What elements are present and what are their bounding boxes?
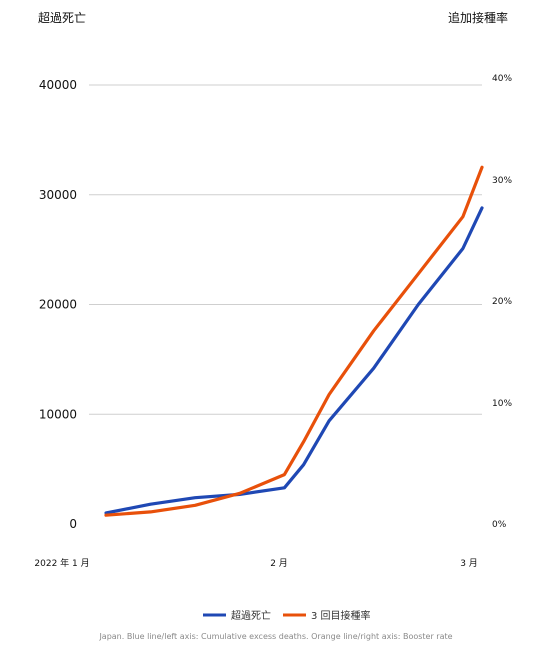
y-left-axis-title: 超過死亡 [38,10,86,25]
y-left-tick-label: 30000 [39,188,77,202]
series-line-booster-rate [104,165,484,517]
legend: 超過死亡 3 回目接種率 [203,609,371,622]
y-right-axis-ticks: 40% 30% 20% 10% 0% [492,74,512,530]
y-right-tick-label: 20% [492,297,512,307]
y-left-tick-label: 10000 [39,407,77,421]
y-right-tick-label: 10% [492,399,512,409]
y-right-tick-label: 0% [492,520,507,530]
y-left-axis-ticks: 40000 30000 20000 10000 0 [39,78,77,531]
series-lines [104,165,484,517]
chart-caption: Japan. Blue line/left axis: Cumulative e… [98,632,452,641]
x-tick-label: 2 月 [270,558,288,569]
legend-label-booster-rate: 3 回目接種率 [311,609,371,622]
x-axis-ticks: 2022 年 1 月 2 月 3 月 [34,557,477,569]
y-left-tick-label: 20000 [39,298,77,312]
y-left-tick-label: 0 [69,517,77,531]
gridlines [89,84,482,415]
legend-label-excess-deaths: 超過死亡 [231,609,271,622]
y-left-tick-label: 40000 [39,78,77,92]
x-tick-label: 3 月 [460,558,478,569]
series-line-excess-deaths [104,206,484,515]
y-right-tick-label: 30% [492,176,512,186]
y-right-tick-label: 40% [492,74,512,84]
y-right-axis-title: 追加接種率 [448,10,508,25]
x-tick-label: 2022 年 1 月 [34,557,89,569]
